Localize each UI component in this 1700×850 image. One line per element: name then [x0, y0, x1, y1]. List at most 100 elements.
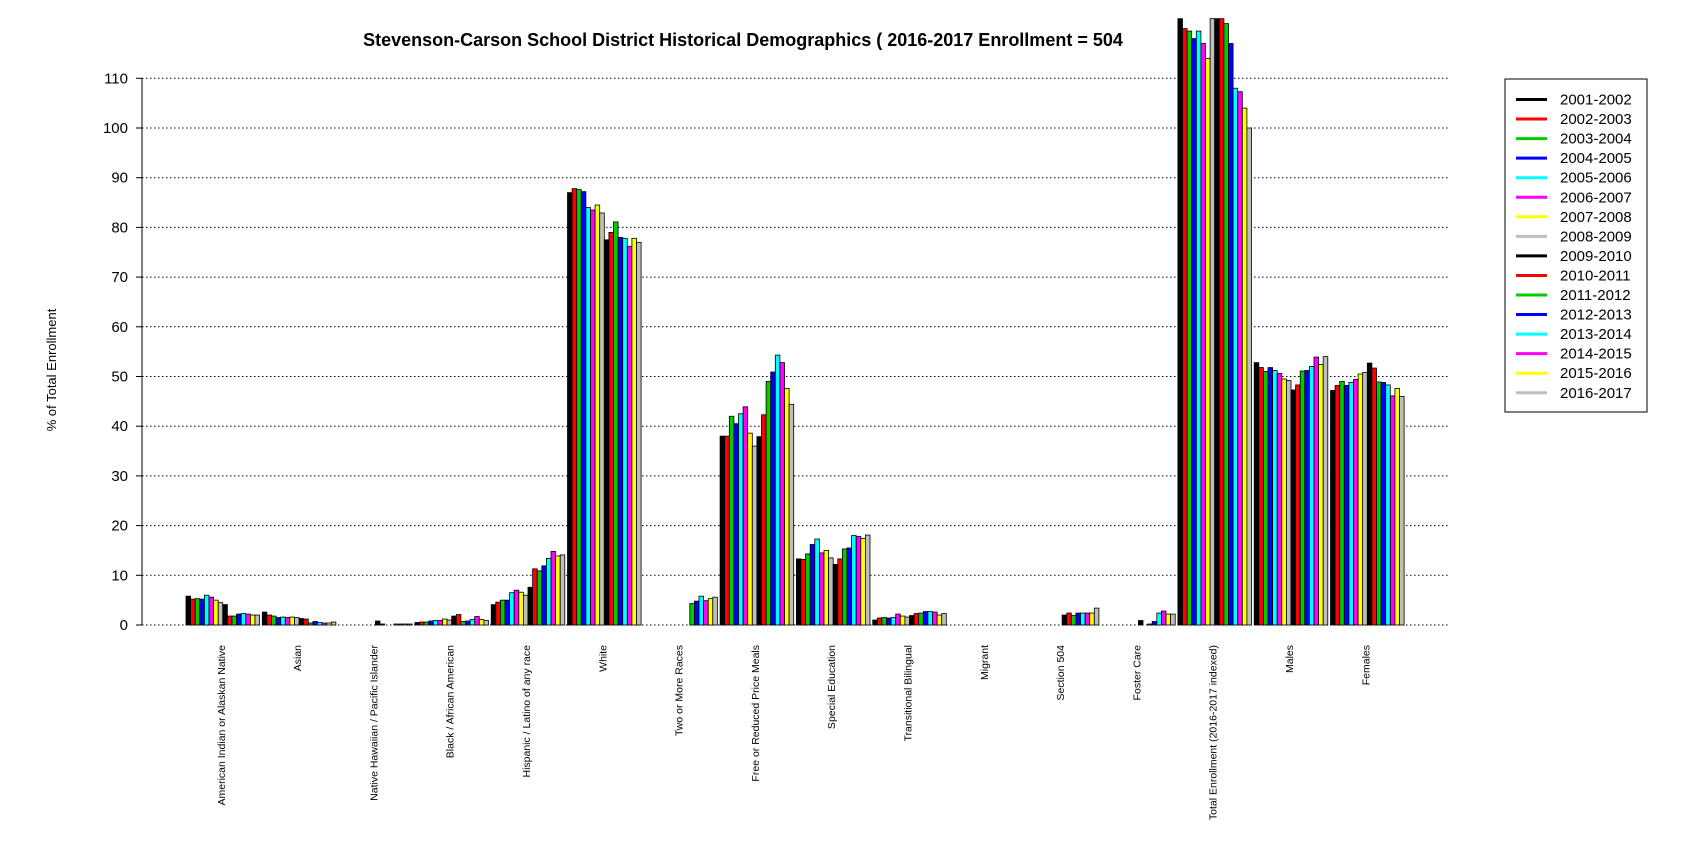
bar — [1147, 623, 1153, 626]
bar — [1290, 389, 1296, 626]
bar — [275, 617, 282, 626]
bar — [599, 212, 605, 626]
legend-entry: 2004-2005 — [1560, 150, 1632, 167]
chart-title: Stevenson-Carson School District Histori… — [363, 30, 1123, 50]
bar — [254, 614, 260, 626]
y-axis-label: % of Total Enrollment — [44, 308, 59, 431]
bar — [913, 613, 920, 626]
bar — [307, 622, 314, 626]
bar — [728, 415, 735, 626]
category-label: Total Enrollment (2016-2017 indexed) — [1208, 645, 1220, 820]
bar — [469, 619, 476, 626]
bar — [571, 188, 578, 626]
bar — [613, 221, 619, 626]
bar — [550, 551, 556, 626]
legend-entry: 2002-2003 — [1560, 111, 1632, 128]
category-label: Foster Care — [1131, 645, 1143, 701]
bar — [414, 622, 420, 626]
bar — [509, 592, 515, 626]
bar — [437, 620, 443, 626]
bar — [1366, 362, 1373, 626]
legend-entry: 2009-2010 — [1560, 248, 1632, 265]
bar — [837, 558, 843, 626]
bar — [1223, 23, 1229, 626]
category-label: Black / African American — [445, 645, 457, 758]
legend-box — [1504, 78, 1648, 413]
bar — [1318, 364, 1324, 626]
bar — [245, 613, 251, 626]
y-axis: 0 10 20 30 40 50 60 70 80 90 100 110 — [103, 70, 143, 634]
bar — [842, 548, 848, 626]
bar — [846, 547, 852, 626]
bar — [1138, 620, 1144, 626]
bar — [594, 204, 601, 626]
bar — [774, 354, 781, 626]
bar — [1066, 612, 1072, 626]
bar — [819, 552, 825, 626]
bar — [1075, 612, 1081, 626]
bar — [1258, 367, 1264, 626]
bar — [1357, 373, 1364, 626]
bar — [203, 594, 210, 626]
bar — [261, 611, 268, 626]
bar — [326, 622, 332, 626]
bar — [784, 388, 790, 626]
bar — [231, 615, 237, 626]
bar — [374, 620, 381, 626]
bar — [751, 445, 758, 626]
bar — [559, 554, 566, 626]
bar — [1214, 18, 1220, 626]
bar — [1200, 43, 1206, 626]
bar — [249, 614, 256, 626]
category-label: Native Hawaiian / Pacific Islander — [368, 645, 380, 801]
bar — [1394, 388, 1400, 626]
bar — [419, 621, 425, 626]
bar — [886, 617, 892, 626]
bar — [809, 544, 816, 626]
y-tick-label: 10 — [111, 567, 128, 584]
bar — [483, 620, 489, 626]
bar — [585, 207, 591, 626]
bar — [1376, 381, 1382, 626]
category-labels: American Indian or Alaskan Native Asian Na… — [216, 645, 1373, 821]
category-label: Females — [1360, 645, 1372, 685]
bar — [733, 423, 739, 626]
bar — [756, 436, 762, 626]
bar — [330, 621, 337, 626]
bar — [747, 432, 753, 626]
bar — [1246, 127, 1252, 626]
bar — [455, 614, 462, 626]
category-label: Asian — [292, 645, 304, 671]
bar — [823, 550, 829, 626]
bar — [532, 568, 538, 626]
bar — [541, 565, 547, 626]
bar — [796, 558, 802, 626]
bar — [1313, 356, 1319, 626]
bar — [1299, 370, 1306, 626]
bar — [1348, 382, 1354, 626]
bar — [742, 406, 749, 626]
bar — [895, 613, 901, 626]
y-tick-label: 70 — [111, 269, 128, 286]
bar — [1151, 621, 1158, 626]
bar — [761, 414, 767, 626]
bar — [770, 371, 776, 626]
bar — [185, 595, 191, 626]
y-tick-label: 30 — [111, 468, 128, 485]
y-tick-label: 110 — [104, 70, 128, 87]
legend-entry: 2013-2014 — [1560, 326, 1632, 343]
bar — [1191, 38, 1197, 626]
bar — [1093, 607, 1100, 626]
bar — [909, 615, 915, 626]
bar — [872, 619, 878, 626]
category-label: White — [597, 645, 609, 672]
bar — [1399, 395, 1405, 626]
y-tick-label: 100 — [103, 120, 128, 137]
bar — [397, 623, 404, 626]
bar — [208, 596, 214, 626]
bar — [580, 191, 587, 626]
bar — [460, 621, 466, 626]
bar — [428, 620, 434, 626]
bar — [1161, 610, 1167, 626]
